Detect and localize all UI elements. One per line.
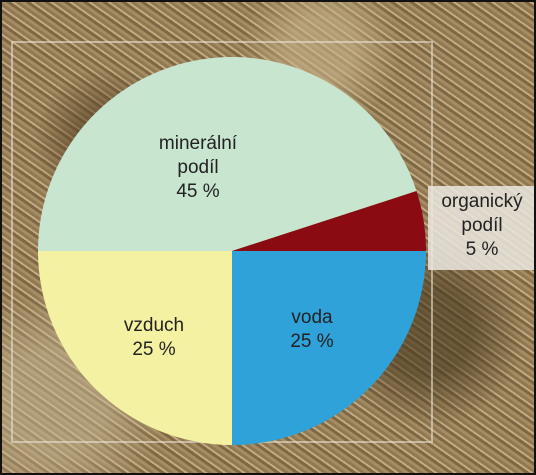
pie-slice [232,251,426,445]
slice-label: minerální podíl [158,133,238,178]
pie-slice [38,56,417,251]
value-label: 25 % [132,339,176,360]
slice-label: voda [291,307,333,328]
value-label: 25 % [290,331,334,352]
slice-label: vzduch [123,315,185,336]
value-label: 5 % [465,239,499,260]
pie-slice [232,191,426,251]
value-label: 45 % [176,181,220,202]
slice-label: organický podíl [441,191,523,236]
label-box [428,186,534,270]
pie-slice [38,251,232,445]
